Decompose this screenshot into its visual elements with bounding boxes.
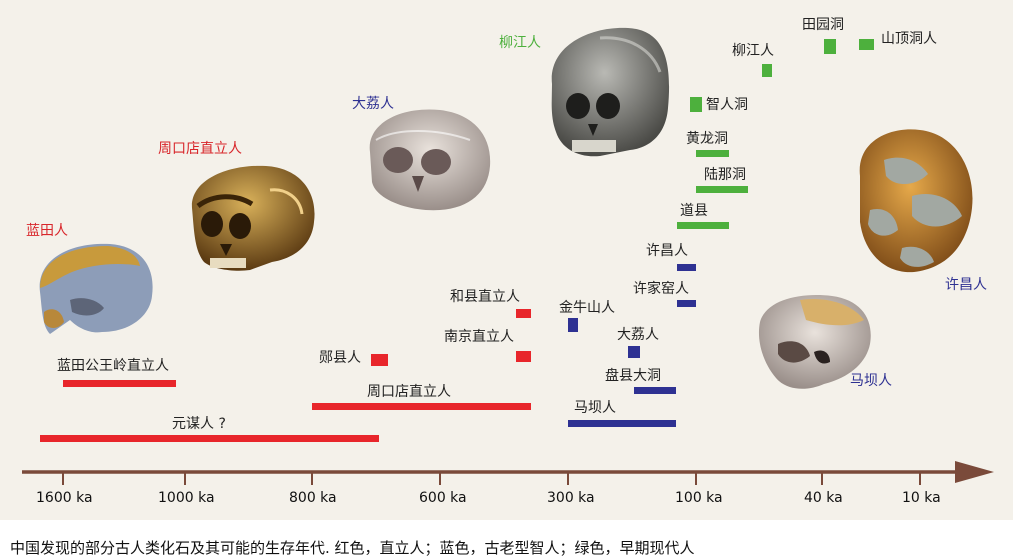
label-hexian: 和县直立人	[450, 289, 520, 305]
lantian-skull-image	[39, 243, 153, 334]
tick-label-800ka: 800 ka	[289, 490, 337, 506]
fossil-name-xuchang: 许昌人	[945, 277, 987, 293]
bar-yunxian	[371, 354, 388, 366]
label-zhoukoudian-bar: 周口店直立人	[367, 384, 451, 400]
bar-liujiang	[762, 64, 772, 77]
label-yuanmou: 元谋人 ?	[172, 416, 226, 432]
bar-hexian	[516, 309, 531, 318]
bar-huanglongdong	[696, 150, 729, 157]
archaic-sapiens-bars	[568, 264, 696, 427]
label-nanjing: 南京直立人	[444, 329, 514, 345]
time-axis	[22, 461, 994, 485]
liujiang-skull-image	[551, 27, 670, 157]
bar-shandingdong	[859, 39, 874, 50]
label-liujiang-bar: 柳江人	[732, 43, 774, 59]
bar-yuanmou	[40, 435, 379, 442]
label-lantian-gongwangling: 蓝田公王岭直立人	[57, 358, 169, 374]
label-zhirendong: 智人洞	[706, 97, 748, 113]
label-huanglongdong: 黄龙洞	[686, 131, 728, 147]
label-shandingdong: 山顶洞人	[881, 31, 937, 47]
bar-xujiayao	[677, 300, 696, 307]
label-yunxian: 郧县人	[319, 350, 361, 366]
tick-label-1000ka: 1000 ka	[158, 490, 215, 506]
tick-label-300ka: 300 ka	[547, 490, 595, 506]
label-xujiayao: 许家窑人	[633, 281, 689, 297]
label-panxian: 盘县大洞	[605, 368, 661, 384]
bar-lunadong	[696, 186, 748, 193]
tick-label-100ka: 100 ka	[675, 490, 723, 506]
bar-maba	[568, 420, 676, 427]
figure-caption: 中国发现的部分古人类化石及其可能的生存年代. 红色，直立人；蓝色，古老型智人；绿…	[10, 539, 695, 557]
homo-erectus-bars	[40, 309, 531, 442]
zhoukoudian-skull-image	[191, 165, 315, 271]
bar-daoxian	[677, 222, 729, 229]
tick-label-10ka: 10 ka	[902, 490, 941, 506]
bar-nanjing	[516, 351, 531, 362]
bar-dali	[628, 346, 640, 358]
bar-zhoukoudian	[312, 403, 531, 410]
maba-skull-image	[758, 295, 871, 389]
fossil-name-lantian: 蓝田人	[26, 223, 68, 239]
tick-label-600ka: 600 ka	[419, 490, 467, 506]
bar-zhirendong	[690, 97, 702, 112]
early-modern-bars	[677, 39, 874, 229]
bar-jinniushan	[568, 318, 578, 332]
bar-panxian	[634, 387, 676, 394]
label-daoxian: 道县	[680, 203, 708, 219]
fossil-name-zhoukoudian: 周口店直立人	[158, 141, 242, 157]
timeline-figure: 蓝田人 周口店直立人 大荔人 柳江人 许昌人 马坝人 蓝田公王岭直立人 元谋人 …	[0, 0, 1013, 520]
tick-label-1600ka: 1600 ka	[36, 490, 93, 506]
dali-skull-image	[369, 109, 491, 211]
bar-xuchang	[677, 264, 696, 271]
label-lunadong: 陆那洞	[704, 167, 746, 183]
label-tianyuandong: 田园洞	[802, 17, 844, 33]
xuchang-skull-image	[859, 129, 973, 273]
label-maba-bar: 马坝人	[574, 400, 616, 416]
bar-tianyuandong	[824, 39, 836, 54]
fossil-name-dali: 大荔人	[352, 96, 394, 112]
tick-label-40ka: 40 ka	[804, 490, 843, 506]
label-xuchang-bar: 许昌人	[646, 243, 688, 259]
label-dali-bar: 大荔人	[617, 327, 659, 343]
fossil-name-liujiang: 柳江人	[499, 35, 541, 51]
timeline-graphics	[22, 27, 994, 485]
bar-lantian-gongwangling	[63, 380, 176, 387]
label-jinniushan: 金牛山人	[559, 300, 615, 316]
fossil-name-maba: 马坝人	[850, 373, 892, 389]
